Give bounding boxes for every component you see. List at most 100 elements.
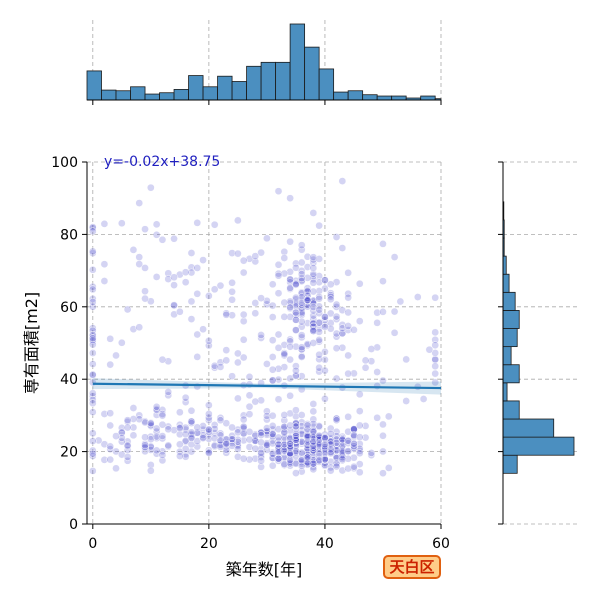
scatter-point [315,294,323,303]
scatter-point [332,432,341,440]
scatter-point [187,430,196,438]
scatter-point [181,450,190,459]
right-hist-bar [502,454,518,474]
scatter-point [106,445,115,454]
scatter-point [297,258,306,267]
scatter-point [88,285,97,294]
scatter-point [164,425,173,434]
scatter-point [181,444,190,453]
scatter-point [373,368,382,376]
scatter-point [297,353,306,361]
scatter-point [303,263,312,271]
scatter-point [344,464,352,473]
scatter-point [158,420,167,429]
scatter-point [280,460,289,468]
scatter-point [88,334,97,343]
scatter-point [222,439,231,448]
scatter-point [332,374,341,383]
scatter-point [239,454,248,463]
top-hist-bar [217,75,233,101]
scatter-point [379,447,387,456]
scatter-point [355,433,364,442]
scatter-point [117,219,126,228]
scatter-point [141,294,149,303]
scatter-point [315,431,323,440]
scatter-point [402,355,411,364]
scatter-point [292,406,300,415]
right-hist-bar [502,436,575,456]
scatter-point [350,369,358,378]
scatter-point [292,366,300,375]
scatter-point [199,256,207,264]
scatter-point [297,289,306,298]
top-hist-bar [202,86,218,101]
top-hist-bar [130,86,146,101]
scatter-point [431,378,440,387]
scatter-point [205,292,213,300]
scatter-point [141,418,149,427]
scatter-point [199,431,207,440]
scatter-point [350,462,358,471]
scatter-point [332,329,341,338]
scatter-point [280,350,289,359]
scatter-point [263,412,271,420]
scatter-point [263,360,271,368]
scatter-point [326,463,335,472]
scatter-point [251,431,260,440]
y-tick-label: 80 [60,227,78,243]
district-badge: 天白区 [383,555,441,579]
scatter-point [164,441,173,450]
scatter-point [344,322,352,330]
scatter-point [379,420,387,429]
scatter-point [106,421,115,430]
scatter-point [373,308,382,317]
scatter-point [431,362,440,371]
scatter-point [286,391,294,400]
scatter-point [274,269,283,278]
scatter-point [326,324,335,333]
scatter-point [164,275,173,283]
scatter-point [158,235,167,244]
scatter-point [286,355,294,364]
scatter-point [100,410,109,418]
scatter-point [350,464,358,473]
scatter-point [419,395,428,403]
scatter-point [315,272,323,280]
scatter-point [210,285,219,294]
scatter-point [292,459,300,468]
scatter-point [367,451,376,460]
right-histogram [498,161,578,525]
scatter-point [222,356,231,365]
scatter-point [303,455,312,464]
scatter-point [135,199,144,207]
scatter-point [297,437,306,446]
scatter-point [338,343,347,352]
scatter-point [286,409,294,418]
scatter-point [332,462,341,471]
scatter-point [146,183,155,192]
scatter-point [263,234,271,243]
scatter-point [344,293,352,302]
top-hist-bar [231,81,247,101]
scatter-point [239,353,248,362]
scatter-point [280,254,289,262]
scatter-point [152,273,161,281]
scatter-point [315,305,323,314]
scatter-point [129,404,138,412]
scatter-point [355,446,364,455]
scatter-point [379,469,387,478]
scatter-point [344,427,352,436]
scatter-point [228,441,236,450]
scatter-point [88,326,97,335]
scatter-point [170,234,178,243]
scatter-point [239,268,248,277]
scatter-point [187,419,196,427]
scatter-point [257,449,265,457]
scatter-point [332,278,341,286]
scatter-point [181,278,190,287]
scatter-point [309,432,318,441]
scatter-point [315,292,323,301]
scatter-point [158,411,167,420]
scatter-point [373,343,382,352]
scatter-point [129,423,138,432]
